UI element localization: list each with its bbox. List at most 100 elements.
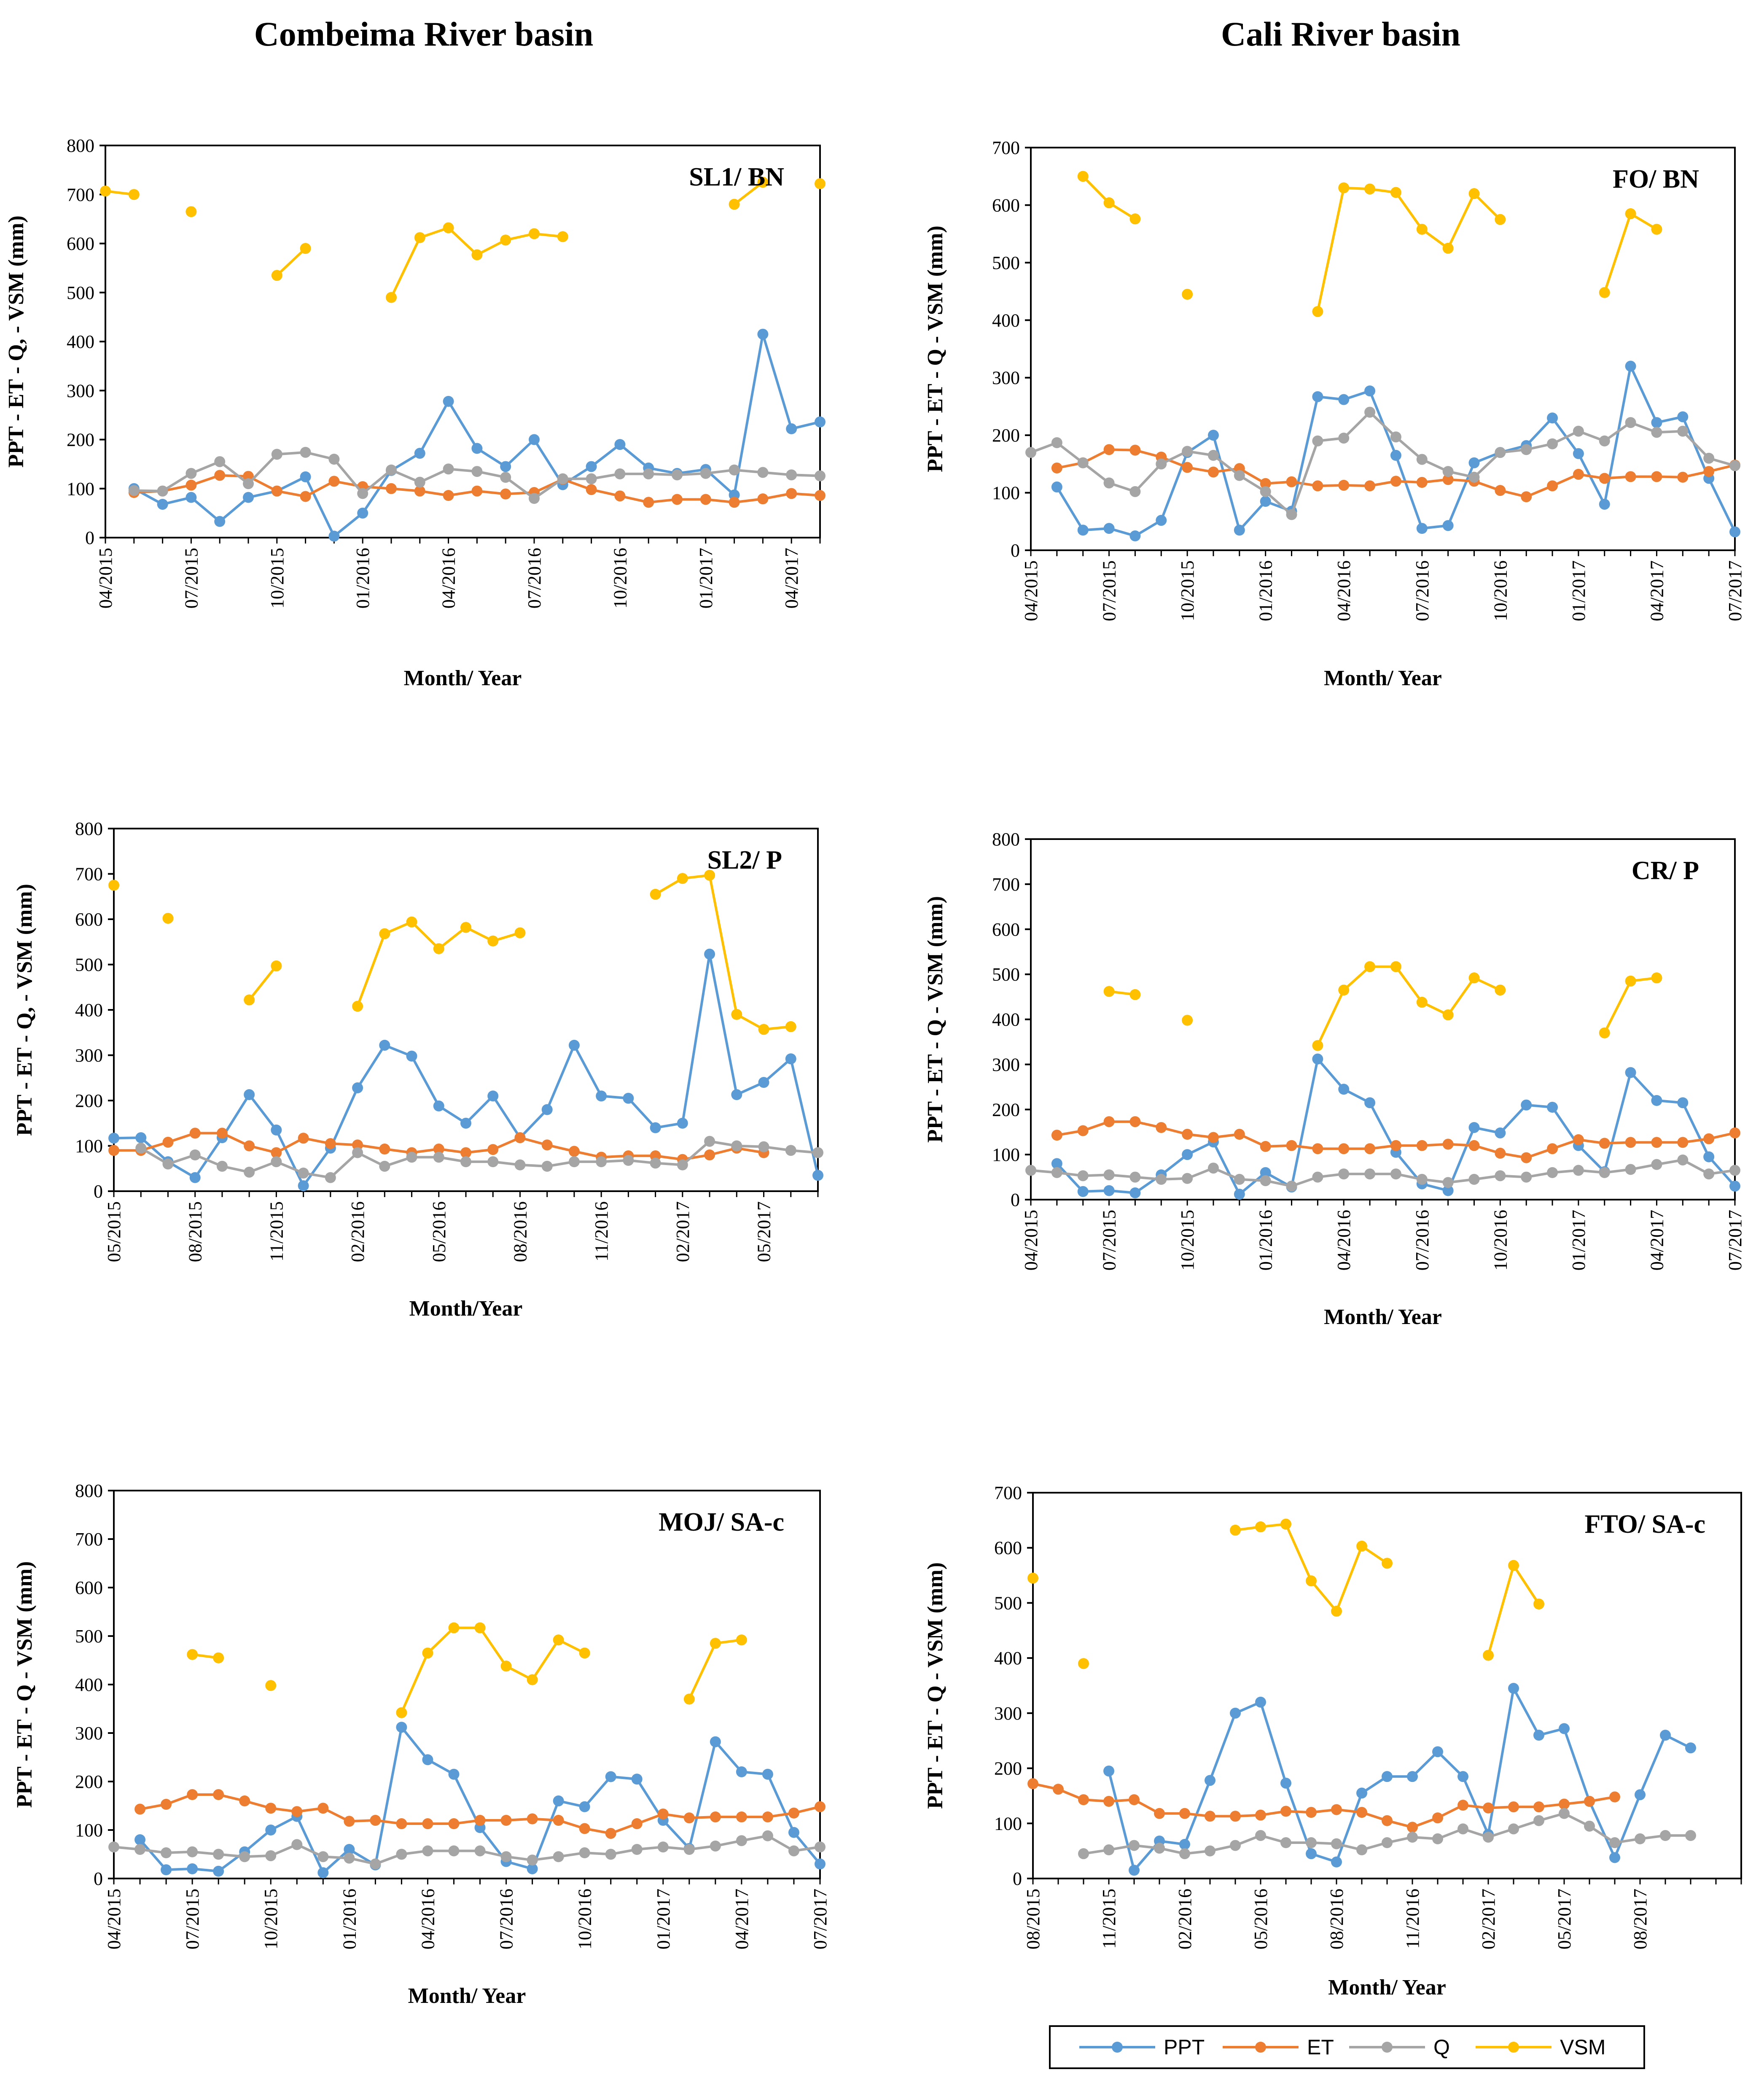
panel-2-et-point (433, 1144, 444, 1155)
panel-3-et-point (1156, 1122, 1167, 1133)
panel-3-xtick-label: 07/2017 (1725, 1210, 1745, 1270)
panel-1-ppt-point (1207, 430, 1219, 441)
panel-3-xtick-label: 04/2017 (1646, 1210, 1667, 1270)
panel-3-vsm-segment (1342, 965, 1371, 992)
panel-2-ppt-point (677, 1117, 688, 1129)
panel-5-q-point (1280, 1837, 1291, 1849)
panel-5-ppt-point (1103, 1765, 1114, 1777)
panel-1-q-segment (1681, 430, 1710, 460)
panel-1-et-point (1416, 477, 1428, 488)
panel-0-ytick-label: 800 (67, 135, 94, 156)
panel-0-q-segment (161, 472, 193, 493)
panel-4-et-point (213, 1789, 224, 1800)
panel-2-vsm-point (379, 928, 390, 939)
panel-4-et-point (317, 1803, 329, 1814)
panel-0-ytick-label: 500 (67, 283, 94, 303)
panel-3-q-point (1521, 1171, 1532, 1183)
panel-4-x-axis-label: Month/ Year (408, 1984, 526, 2008)
panel-0-vsm-point (271, 270, 282, 281)
panel-2-ppt-segment (194, 1136, 223, 1179)
panel-5-series-q (1078, 1808, 1696, 1860)
panel-2-et-point (460, 1147, 471, 1158)
panel-1-et-point (1495, 485, 1506, 496)
panel-2-ytick-label: 400 (75, 1000, 103, 1020)
panel-1-series-vsm (1077, 171, 1662, 317)
panel-4-et-point (710, 1811, 721, 1822)
panel-4-et-point (187, 1789, 198, 1800)
panel-3-q-point (1625, 1164, 1636, 1175)
panel-5-et-point (1154, 1808, 1165, 1819)
panel-3-q-point (1234, 1173, 1245, 1185)
panel-2-q-point (596, 1156, 607, 1168)
panel-4-ppt-point (579, 1801, 590, 1812)
panel-5-ppt-point (1356, 1787, 1367, 1799)
panel-3-plot-frame (1030, 838, 1736, 1200)
panel-1-q-point (1573, 425, 1584, 437)
panel-4-vsm-segment (479, 1626, 508, 1668)
panel-0-et-point (700, 494, 711, 505)
panel-5-ppt-segment (1411, 1750, 1439, 1778)
panel-1-ytick-label: 400 (992, 310, 1020, 331)
panel-5-y-axis-label: PPT - ET - Q - VSM (mm) (923, 1562, 947, 1809)
panel-0-xtick-label: 07/2016 (524, 548, 545, 608)
legend-item-vsm: VSM (1476, 2035, 1605, 2059)
panel-2-xtick-label: 05/2016 (429, 1201, 449, 1262)
panel-3-et-point (1312, 1143, 1323, 1155)
panel-5-vsm-point (1280, 1518, 1291, 1530)
panel-4-vsm-point (683, 1693, 695, 1705)
panel-4-ppt-segment (714, 1740, 743, 1773)
panel-4-et-point (657, 1809, 669, 1820)
panel-4-et-point (527, 1813, 538, 1825)
panel-0-vsm-point (815, 178, 826, 189)
panel-2-xtick-label: 05/2015 (104, 1201, 124, 1262)
panel-5-xtick-label: 08/2015 (1023, 1889, 1043, 1949)
panel-3-ppt-segment (1603, 1071, 1632, 1173)
panel-3-et-point (1077, 1125, 1089, 1136)
panel-5-xtick-label: 08/2016 (1326, 1889, 1347, 1949)
panel-4-et-point (683, 1812, 695, 1824)
panel-1-q-point (1729, 460, 1740, 471)
panel-0-vsm-segment (275, 247, 307, 277)
panel-5-xtick-label: 08/2017 (1630, 1889, 1651, 1949)
panel-4-ppt-point (448, 1768, 460, 1780)
panel-5-q-point (1533, 1815, 1544, 1826)
panel-3-vsm-point (1495, 985, 1506, 996)
panel-1-xtick-label: 04/2016 (1334, 560, 1354, 621)
panel-5-q-point (1103, 1844, 1114, 1856)
panel-1-q-segment (1369, 411, 1397, 439)
panel-3-x-axis-label: Month/ Year (1324, 1305, 1442, 1329)
panel-3-q-point (1573, 1165, 1584, 1176)
panel-2-et-point (541, 1139, 553, 1151)
panel-2-et-point (189, 1128, 201, 1139)
panel-3-series-q (1025, 1154, 1740, 1192)
panel-1-ppt-point (1442, 520, 1454, 531)
panel-4-ytick-label: 300 (75, 1723, 103, 1744)
panel-1-et-point (1677, 471, 1689, 483)
panel-0-y-axis-label: PPT - ET - Q, - VSM (mm) (4, 215, 28, 468)
panel-3-q-point (1207, 1163, 1219, 1174)
panel-5-ppt-point (1382, 1771, 1393, 1782)
panel-2-q-point (731, 1140, 742, 1152)
panel-3-station-label: CR/ P (1632, 856, 1699, 885)
panel-5-et-point (1078, 1794, 1089, 1806)
panel-4-ppt-point (134, 1834, 146, 1845)
panel-5-ytick-label: 500 (994, 1593, 1022, 1613)
panel-2-q-point (433, 1152, 444, 1163)
panel-1-et-point (1129, 444, 1141, 456)
panel-0-vsm-segment (390, 236, 421, 299)
panel-4-ppt-point (710, 1736, 721, 1747)
panel-0-q-segment (361, 468, 393, 495)
panel-4-q-point (422, 1845, 433, 1857)
panel-2-q-point (135, 1142, 147, 1154)
panel-1-ppt-segment (1055, 485, 1084, 532)
panel-0-vsm-point (757, 177, 769, 188)
panel-0-q-point (586, 473, 597, 484)
panel-2-ppt-point (785, 1053, 796, 1065)
panel-0-station-label: SL1/ BN (689, 163, 784, 191)
panel-3-et-point (1390, 1140, 1401, 1151)
panel-4-ytick-label: 200 (75, 1771, 103, 1792)
panel-2-ppt-segment (275, 1128, 305, 1187)
panel-0-et-point (300, 491, 311, 502)
panel-3-ppt-segment (1577, 1144, 1606, 1173)
panel-4-et-point (736, 1811, 747, 1822)
